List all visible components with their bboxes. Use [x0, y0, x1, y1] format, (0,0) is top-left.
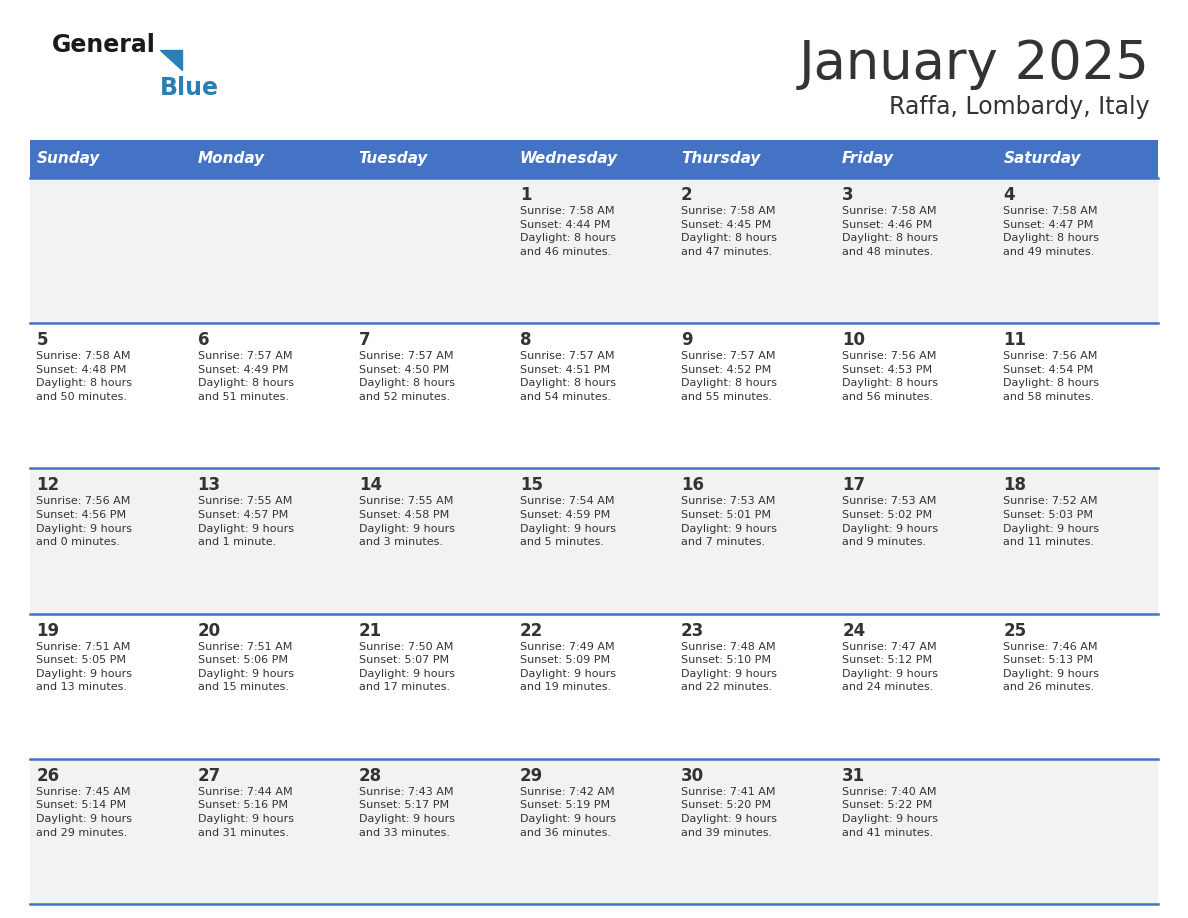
- Text: Saturday: Saturday: [1004, 151, 1081, 166]
- Text: Sunrise: 7:58 AM
Sunset: 4:48 PM
Daylight: 8 hours
and 50 minutes.: Sunrise: 7:58 AM Sunset: 4:48 PM Dayligh…: [37, 352, 132, 402]
- Text: Sunrise: 7:50 AM
Sunset: 5:07 PM
Daylight: 9 hours
and 17 minutes.: Sunrise: 7:50 AM Sunset: 5:07 PM Dayligh…: [359, 642, 455, 692]
- Text: 1: 1: [520, 186, 531, 204]
- Text: 19: 19: [37, 621, 59, 640]
- Text: Sunrise: 7:57 AM
Sunset: 4:52 PM
Daylight: 8 hours
and 55 minutes.: Sunrise: 7:57 AM Sunset: 4:52 PM Dayligh…: [681, 352, 777, 402]
- Bar: [30, 759, 1158, 904]
- Text: 2: 2: [681, 186, 693, 204]
- Text: Sunrise: 7:48 AM
Sunset: 5:10 PM
Daylight: 9 hours
and 22 minutes.: Sunrise: 7:48 AM Sunset: 5:10 PM Dayligh…: [681, 642, 777, 692]
- Text: Sunrise: 7:58 AM
Sunset: 4:44 PM
Daylight: 8 hours
and 46 minutes.: Sunrise: 7:58 AM Sunset: 4:44 PM Dayligh…: [520, 206, 615, 257]
- Text: 17: 17: [842, 476, 865, 495]
- Text: Sunrise: 7:57 AM
Sunset: 4:49 PM
Daylight: 8 hours
and 51 minutes.: Sunrise: 7:57 AM Sunset: 4:49 PM Dayligh…: [197, 352, 293, 402]
- Text: Sunrise: 7:56 AM
Sunset: 4:56 PM
Daylight: 9 hours
and 0 minutes.: Sunrise: 7:56 AM Sunset: 4:56 PM Dayligh…: [37, 497, 132, 547]
- Text: Sunrise: 7:58 AM
Sunset: 4:47 PM
Daylight: 8 hours
and 49 minutes.: Sunrise: 7:58 AM Sunset: 4:47 PM Dayligh…: [1004, 206, 1099, 257]
- Text: General: General: [52, 33, 156, 57]
- Text: 21: 21: [359, 621, 381, 640]
- Text: 9: 9: [681, 331, 693, 349]
- Text: Sunrise: 7:56 AM
Sunset: 4:54 PM
Daylight: 8 hours
and 58 minutes.: Sunrise: 7:56 AM Sunset: 4:54 PM Dayligh…: [1004, 352, 1099, 402]
- Text: 5: 5: [37, 331, 48, 349]
- Text: Sunrise: 7:45 AM
Sunset: 5:14 PM
Daylight: 9 hours
and 29 minutes.: Sunrise: 7:45 AM Sunset: 5:14 PM Dayligh…: [37, 787, 132, 837]
- Text: Monday: Monday: [197, 151, 265, 166]
- Text: 11: 11: [1004, 331, 1026, 349]
- Text: Thursday: Thursday: [681, 151, 760, 166]
- Text: Sunrise: 7:52 AM
Sunset: 5:03 PM
Daylight: 9 hours
and 11 minutes.: Sunrise: 7:52 AM Sunset: 5:03 PM Dayligh…: [1004, 497, 1099, 547]
- Text: Sunrise: 7:55 AM
Sunset: 4:58 PM
Daylight: 9 hours
and 3 minutes.: Sunrise: 7:55 AM Sunset: 4:58 PM Dayligh…: [359, 497, 455, 547]
- Text: 4: 4: [1004, 186, 1015, 204]
- Text: Sunrise: 7:53 AM
Sunset: 5:02 PM
Daylight: 9 hours
and 9 minutes.: Sunrise: 7:53 AM Sunset: 5:02 PM Dayligh…: [842, 497, 939, 547]
- Text: 25: 25: [1004, 621, 1026, 640]
- Bar: [30, 323, 1158, 468]
- Text: Friday: Friday: [842, 151, 895, 166]
- Text: 16: 16: [681, 476, 704, 495]
- Bar: [30, 178, 1158, 323]
- Text: Sunrise: 7:53 AM
Sunset: 5:01 PM
Daylight: 9 hours
and 7 minutes.: Sunrise: 7:53 AM Sunset: 5:01 PM Dayligh…: [681, 497, 777, 547]
- Bar: [30, 140, 1158, 178]
- Text: 14: 14: [359, 476, 381, 495]
- Text: 26: 26: [37, 767, 59, 785]
- Text: 8: 8: [520, 331, 531, 349]
- Text: 31: 31: [842, 767, 865, 785]
- Text: Sunrise: 7:58 AM
Sunset: 4:45 PM
Daylight: 8 hours
and 47 minutes.: Sunrise: 7:58 AM Sunset: 4:45 PM Dayligh…: [681, 206, 777, 257]
- Text: Sunrise: 7:54 AM
Sunset: 4:59 PM
Daylight: 9 hours
and 5 minutes.: Sunrise: 7:54 AM Sunset: 4:59 PM Dayligh…: [520, 497, 615, 547]
- Text: Sunrise: 7:55 AM
Sunset: 4:57 PM
Daylight: 9 hours
and 1 minute.: Sunrise: 7:55 AM Sunset: 4:57 PM Dayligh…: [197, 497, 293, 547]
- Text: Sunrise: 7:56 AM
Sunset: 4:53 PM
Daylight: 8 hours
and 56 minutes.: Sunrise: 7:56 AM Sunset: 4:53 PM Dayligh…: [842, 352, 939, 402]
- Text: 23: 23: [681, 621, 704, 640]
- Text: Sunrise: 7:46 AM
Sunset: 5:13 PM
Daylight: 9 hours
and 26 minutes.: Sunrise: 7:46 AM Sunset: 5:13 PM Dayligh…: [1004, 642, 1099, 692]
- Text: Sunday: Sunday: [37, 151, 100, 166]
- Text: 3: 3: [842, 186, 854, 204]
- Text: Sunrise: 7:47 AM
Sunset: 5:12 PM
Daylight: 9 hours
and 24 minutes.: Sunrise: 7:47 AM Sunset: 5:12 PM Dayligh…: [842, 642, 939, 692]
- Text: 30: 30: [681, 767, 704, 785]
- Text: 28: 28: [359, 767, 381, 785]
- Text: 10: 10: [842, 331, 865, 349]
- Text: Raffa, Lombardy, Italy: Raffa, Lombardy, Italy: [890, 95, 1150, 119]
- Text: Sunrise: 7:51 AM
Sunset: 5:06 PM
Daylight: 9 hours
and 15 minutes.: Sunrise: 7:51 AM Sunset: 5:06 PM Dayligh…: [197, 642, 293, 692]
- Text: 18: 18: [1004, 476, 1026, 495]
- Text: 15: 15: [520, 476, 543, 495]
- Text: Sunrise: 7:57 AM
Sunset: 4:50 PM
Daylight: 8 hours
and 52 minutes.: Sunrise: 7:57 AM Sunset: 4:50 PM Dayligh…: [359, 352, 455, 402]
- Text: 27: 27: [197, 767, 221, 785]
- Text: 24: 24: [842, 621, 865, 640]
- Text: Sunrise: 7:40 AM
Sunset: 5:22 PM
Daylight: 9 hours
and 41 minutes.: Sunrise: 7:40 AM Sunset: 5:22 PM Dayligh…: [842, 787, 939, 837]
- Text: Sunrise: 7:42 AM
Sunset: 5:19 PM
Daylight: 9 hours
and 36 minutes.: Sunrise: 7:42 AM Sunset: 5:19 PM Dayligh…: [520, 787, 615, 837]
- Text: 20: 20: [197, 621, 221, 640]
- Text: 22: 22: [520, 621, 543, 640]
- Polygon shape: [160, 50, 182, 70]
- Text: 13: 13: [197, 476, 221, 495]
- Text: Wednesday: Wednesday: [520, 151, 618, 166]
- Text: Sunrise: 7:43 AM
Sunset: 5:17 PM
Daylight: 9 hours
and 33 minutes.: Sunrise: 7:43 AM Sunset: 5:17 PM Dayligh…: [359, 787, 455, 837]
- Text: 29: 29: [520, 767, 543, 785]
- Text: Sunrise: 7:58 AM
Sunset: 4:46 PM
Daylight: 8 hours
and 48 minutes.: Sunrise: 7:58 AM Sunset: 4:46 PM Dayligh…: [842, 206, 939, 257]
- Text: Tuesday: Tuesday: [359, 151, 428, 166]
- Text: Sunrise: 7:51 AM
Sunset: 5:05 PM
Daylight: 9 hours
and 13 minutes.: Sunrise: 7:51 AM Sunset: 5:05 PM Dayligh…: [37, 642, 132, 692]
- Text: 6: 6: [197, 331, 209, 349]
- Text: Sunrise: 7:49 AM
Sunset: 5:09 PM
Daylight: 9 hours
and 19 minutes.: Sunrise: 7:49 AM Sunset: 5:09 PM Dayligh…: [520, 642, 615, 692]
- Text: Sunrise: 7:57 AM
Sunset: 4:51 PM
Daylight: 8 hours
and 54 minutes.: Sunrise: 7:57 AM Sunset: 4:51 PM Dayligh…: [520, 352, 615, 402]
- Text: 12: 12: [37, 476, 59, 495]
- Text: 7: 7: [359, 331, 371, 349]
- Bar: [30, 468, 1158, 613]
- Text: Sunrise: 7:44 AM
Sunset: 5:16 PM
Daylight: 9 hours
and 31 minutes.: Sunrise: 7:44 AM Sunset: 5:16 PM Dayligh…: [197, 787, 293, 837]
- Text: January 2025: January 2025: [800, 38, 1150, 90]
- Text: Sunrise: 7:41 AM
Sunset: 5:20 PM
Daylight: 9 hours
and 39 minutes.: Sunrise: 7:41 AM Sunset: 5:20 PM Dayligh…: [681, 787, 777, 837]
- Bar: [30, 613, 1158, 759]
- Text: Blue: Blue: [160, 76, 219, 100]
